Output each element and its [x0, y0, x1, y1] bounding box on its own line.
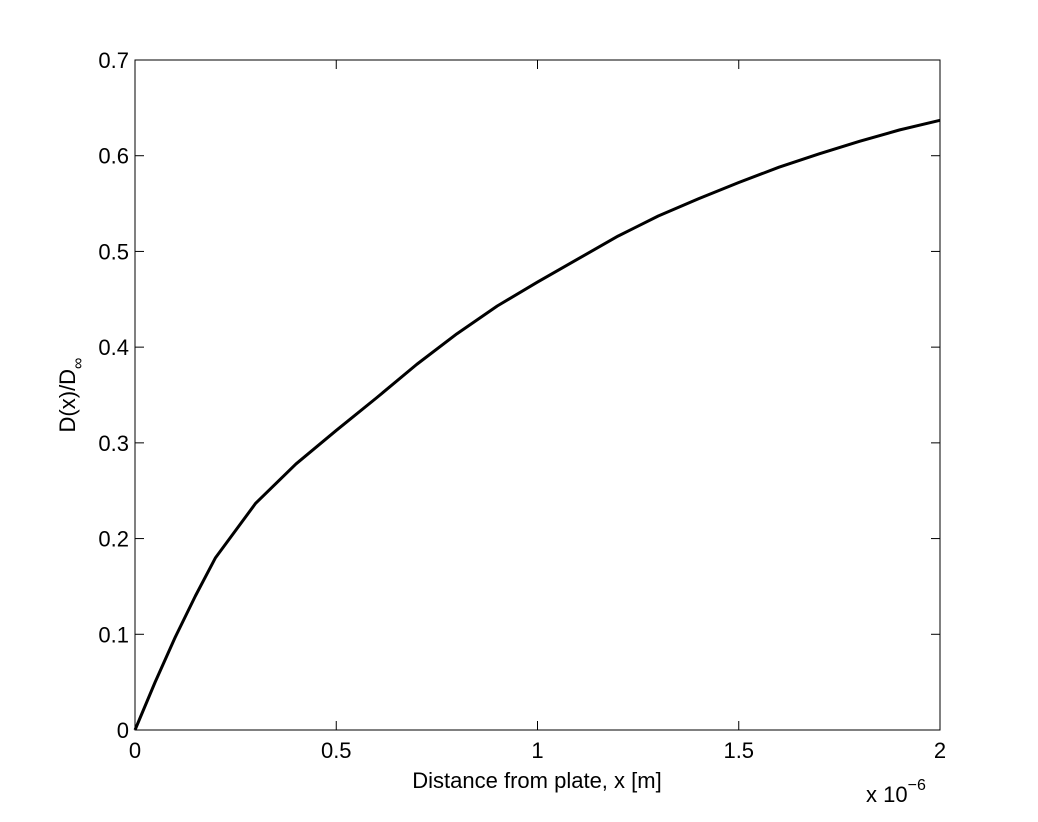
axes-box	[134, 59, 941, 731]
y-tick-label: 0.2	[98, 527, 129, 552]
y-tick-label: 0	[117, 718, 129, 743]
y-tick-label: 0.3	[98, 431, 129, 456]
x-tick-label: 1	[531, 738, 543, 763]
y-axis-label-main: D(x)/D	[55, 369, 80, 433]
x-multiplier-base: x 10	[866, 782, 908, 807]
y-tick-label: 0.7	[98, 48, 129, 73]
x-tick-label: 0.5	[321, 738, 352, 763]
x-tick-label: 2	[934, 738, 946, 763]
y-tick-label: 0.5	[98, 239, 129, 264]
y-tick-label: 0.1	[98, 622, 129, 647]
x-tick-label: 1.5	[723, 738, 754, 763]
y-tick-label: 0.4	[98, 335, 129, 360]
y-axis-label: D(x)/D∞	[55, 358, 87, 433]
x-multiplier-exponent: −6	[908, 777, 926, 794]
y-tick-label: 0.6	[98, 144, 129, 169]
x-axis-label: Distance from plate, x [m]	[412, 768, 661, 793]
y-axis-label-subscript: ∞	[70, 358, 87, 369]
x-multiplier: x 10−6	[866, 777, 926, 807]
data-line	[133, 118, 941, 731]
x-tick-label: 0	[129, 738, 141, 763]
